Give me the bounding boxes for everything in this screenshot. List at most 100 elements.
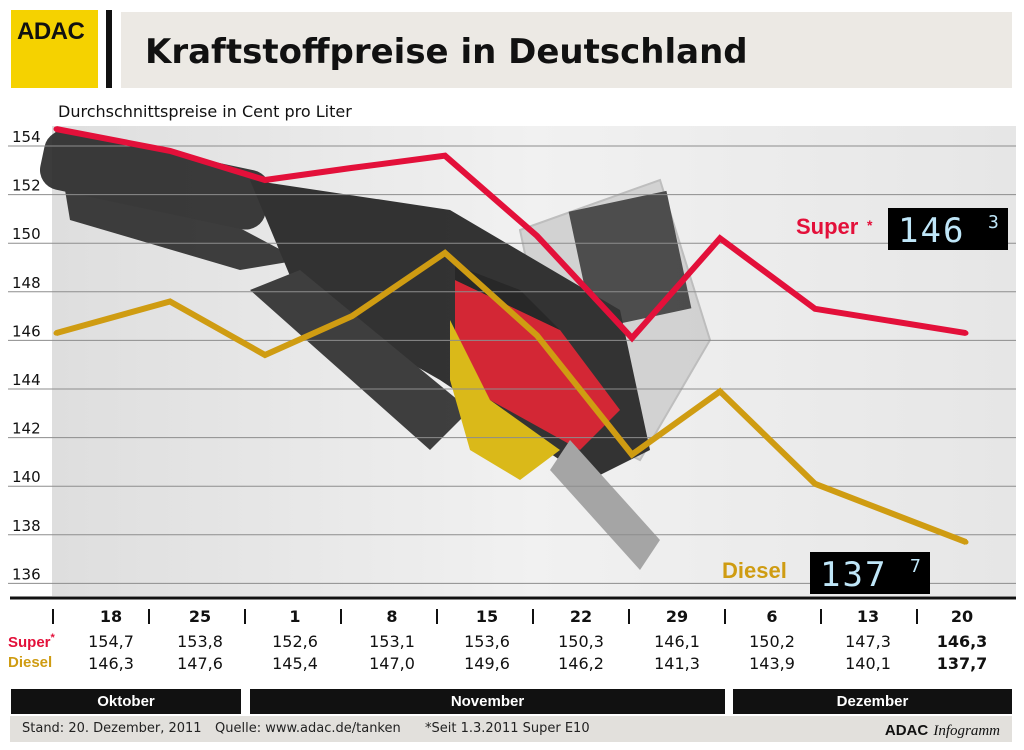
diesel-point-7 xyxy=(717,388,723,394)
super-display-sup: 3 xyxy=(988,212,999,233)
column-tick-6 xyxy=(628,609,630,624)
chart-subtitle: Durchschnittspreise in Cent pro Liter xyxy=(58,102,352,121)
diesel-point-0 xyxy=(53,330,59,336)
ytick-label-144: 144 xyxy=(12,371,41,389)
date-label-8: 13 xyxy=(856,607,880,626)
ytick-label-152: 152 xyxy=(12,177,41,195)
brand-italic: Infogramm xyxy=(933,723,1000,739)
month-november: November xyxy=(250,689,725,714)
super-value-4: 153,6 xyxy=(464,632,510,651)
diesel-point-1 xyxy=(167,299,173,304)
diesel-value-6: 141,3 xyxy=(654,654,700,673)
super-point-0 xyxy=(53,126,59,132)
ytick-label-146: 146 xyxy=(12,322,41,340)
diesel-badge: Diesel 137 7 xyxy=(722,552,930,595)
date-label-2: 1 xyxy=(289,607,301,626)
footer-source: Quelle: www.adac.de/tanken xyxy=(215,721,401,736)
column-tick-5 xyxy=(532,609,534,624)
series-badges: Super * 146 3 Diesel 137 7 xyxy=(722,208,1008,595)
date-label-6: 29 xyxy=(665,607,689,626)
diesel-value-1: 147,6 xyxy=(177,654,223,673)
date-label-4: 15 xyxy=(475,607,499,626)
diesel-value-8: 140,1 xyxy=(845,654,891,673)
diesel-value-4: 149,6 xyxy=(464,654,510,673)
footer-note: *Seit 1.3.2011 Super E10 xyxy=(425,721,590,736)
super-point-7 xyxy=(717,235,723,241)
date-label-9: 20 xyxy=(950,607,974,626)
grid-lines xyxy=(52,145,1016,584)
diesel-point-6 xyxy=(629,452,635,458)
series-lines xyxy=(53,126,969,545)
value-table: Super* Diesel 18 154,7 146,3 25 153,8 147,6 1 1… xyxy=(0,603,1024,683)
column-tick-1 xyxy=(148,609,150,624)
super-value-1: 153,8 xyxy=(177,632,223,651)
super-point-3 xyxy=(349,165,355,171)
diesel-value-7: 143,9 xyxy=(749,654,795,673)
super-value-2: 152,6 xyxy=(272,632,318,651)
title-banner: Kraftstoffpreise in Deutschland xyxy=(121,12,1012,88)
super-point-2 xyxy=(262,177,268,183)
diesel-value-3: 147,0 xyxy=(369,654,415,673)
diesel-point-8 xyxy=(812,481,818,487)
super-point-5 xyxy=(534,233,540,239)
diesel-value-9: 137,7 xyxy=(936,654,988,673)
diesel-value-5: 146,2 xyxy=(558,654,604,673)
logo-divider xyxy=(106,10,112,88)
diesel-point-3 xyxy=(349,313,355,319)
super-value-8: 147,3 xyxy=(845,632,891,651)
super-line xyxy=(55,126,967,343)
super-display xyxy=(888,208,1008,250)
column-tick-7 xyxy=(724,609,726,624)
diesel-display-sup: 7 xyxy=(910,556,921,577)
super-point-6 xyxy=(629,335,635,341)
super-value-5: 150,3 xyxy=(558,632,604,651)
page-title: Kraftstoffpreise in Deutschland xyxy=(145,32,748,72)
ytick-label-150: 150 xyxy=(12,225,41,243)
super-display-main: 146 xyxy=(898,211,965,251)
diesel-display-main: 137 xyxy=(820,555,887,595)
brand-bold: ADAC xyxy=(884,722,929,739)
adac-logo: ADAC xyxy=(11,10,98,88)
super-row-name: Super xyxy=(8,634,51,651)
diesel-value-0: 146,3 xyxy=(88,654,134,673)
super-point-8 xyxy=(812,306,818,312)
footer-stand: Stand: 20. Dezember, 2011 xyxy=(22,721,202,736)
diesel-row-name: Diesel xyxy=(8,654,53,671)
diesel-row-label: Diesel xyxy=(8,654,52,671)
column-tick-9 xyxy=(916,609,918,624)
date-label-7: 6 xyxy=(766,607,778,626)
date-label-0: 18 xyxy=(99,607,123,626)
super-marker: * xyxy=(867,217,873,233)
super-value-6: 146,1 xyxy=(654,632,700,651)
diesel-point-9 xyxy=(963,539,969,545)
column-tick-3 xyxy=(340,609,342,624)
super-value-0: 154,7 xyxy=(88,632,134,651)
diesel-point-2 xyxy=(262,352,268,358)
ytick-label-136: 136 xyxy=(12,565,41,583)
footer: Stand: 20. Dezember, 2011 Quelle: www.ad… xyxy=(10,716,1012,742)
column-tick-2 xyxy=(244,609,246,624)
super-row-marker: * xyxy=(50,632,55,644)
date-label-1: 25 xyxy=(188,607,212,626)
ytick-label-138: 138 xyxy=(12,517,41,535)
ytick-label-142: 142 xyxy=(12,420,41,438)
super-point-9 xyxy=(963,330,969,336)
diesel-point-4 xyxy=(442,250,448,256)
diesel-value-2: 145,4 xyxy=(272,654,318,673)
super-badge: Super * 146 3 xyxy=(796,208,1008,251)
column-tick-4 xyxy=(436,609,438,624)
column-tick-0 xyxy=(52,609,54,624)
super-value-7: 150,2 xyxy=(749,632,795,651)
super-point-1 xyxy=(167,148,173,154)
date-label-5: 22 xyxy=(569,607,593,626)
super-point-4 xyxy=(442,153,448,159)
diesel-display xyxy=(810,552,930,594)
ytick-label-154: 154 xyxy=(12,128,41,146)
diesel-point-5 xyxy=(534,333,540,338)
column-tick-8 xyxy=(820,609,822,624)
super-value-3: 153,1 xyxy=(369,632,415,651)
adac-infogramm-brand: ADAC Infogramm xyxy=(885,720,1000,740)
super-value-9: 146,3 xyxy=(936,632,988,651)
logo-text: ADAC xyxy=(17,18,85,45)
ytick-label-140: 140 xyxy=(12,468,41,486)
